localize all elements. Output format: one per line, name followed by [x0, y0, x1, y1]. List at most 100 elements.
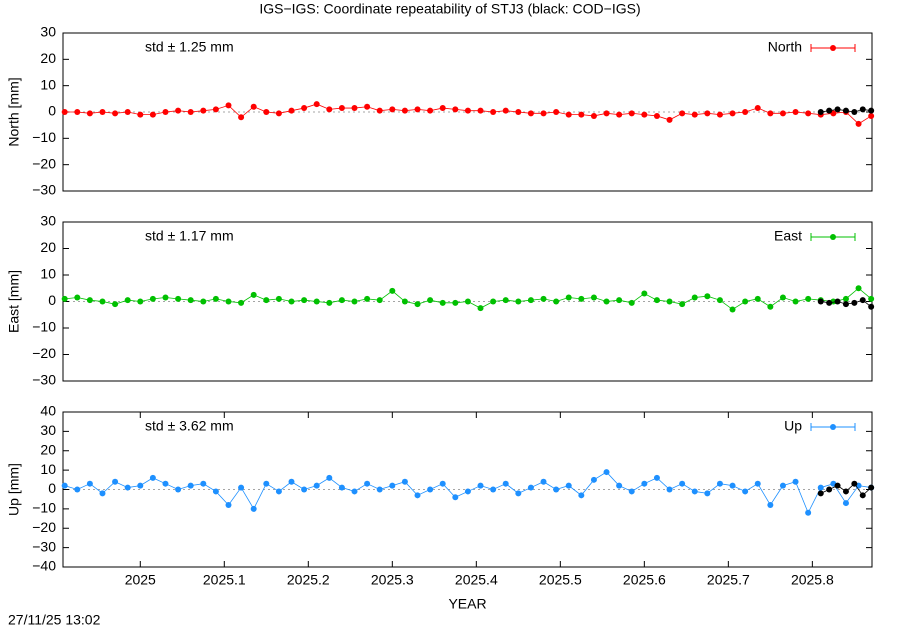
data-point — [553, 109, 560, 115]
data-point — [225, 102, 232, 109]
data-point — [477, 107, 484, 114]
data-point — [149, 295, 156, 302]
data-point — [187, 297, 194, 304]
data-point — [767, 502, 774, 508]
data-point — [326, 474, 333, 481]
data-point — [427, 107, 434, 114]
data-point — [439, 105, 446, 112]
data-point — [859, 106, 866, 113]
data-point — [691, 294, 698, 301]
data-point — [238, 484, 245, 491]
x-tick-label: 2025.7 — [707, 572, 750, 588]
data-point — [275, 295, 282, 302]
data-point — [502, 107, 509, 114]
data-point — [99, 109, 106, 115]
y-axis-label: Up [mm] — [6, 463, 22, 516]
data-point — [263, 109, 270, 115]
data-point — [826, 107, 833, 114]
data-point — [792, 298, 799, 305]
data-point — [175, 486, 182, 493]
data-point — [868, 484, 875, 491]
data-point — [868, 295, 875, 302]
data-point — [817, 109, 824, 115]
data-point — [427, 486, 434, 493]
y-tick-label: 30 — [40, 24, 56, 40]
data-point — [851, 299, 858, 306]
data-point — [603, 469, 610, 476]
y-tick-label: 30 — [40, 422, 56, 438]
data-point — [590, 112, 597, 119]
data-point — [112, 301, 119, 308]
data-point — [364, 295, 371, 302]
data-point — [175, 107, 182, 114]
data-point — [212, 106, 219, 113]
data-point — [616, 482, 623, 489]
data-point — [842, 301, 849, 308]
legend-marker — [830, 424, 836, 430]
data-point — [754, 105, 761, 112]
data-point — [137, 298, 144, 305]
data-point — [401, 298, 408, 305]
y-tick-label: −20 — [32, 155, 56, 171]
data-point — [716, 480, 723, 487]
data-point — [842, 295, 849, 302]
data-point — [628, 110, 635, 117]
data-point — [112, 478, 119, 485]
y-tick-label: −30 — [32, 538, 56, 554]
data-point — [641, 111, 648, 118]
data-point — [855, 120, 862, 127]
data-point — [842, 488, 849, 495]
data-point — [238, 114, 245, 121]
data-point — [817, 490, 824, 497]
data-point — [742, 109, 749, 115]
data-point — [527, 297, 534, 304]
data-point — [851, 480, 858, 487]
legend-label: North — [768, 39, 802, 55]
data-point — [162, 480, 169, 487]
legend-marker — [830, 45, 836, 51]
data-point — [225, 298, 232, 305]
data-point — [326, 299, 333, 306]
data-point — [565, 482, 572, 489]
data-point — [817, 298, 824, 305]
std-annotation: std ± 3.62 mm — [145, 418, 234, 434]
data-point — [859, 492, 866, 499]
data-point — [729, 110, 736, 117]
data-point — [679, 301, 686, 308]
y-tick-label: 0 — [48, 292, 56, 308]
data-point — [427, 297, 434, 304]
std-annotation: std ± 1.25 mm — [145, 39, 234, 55]
data-point — [86, 480, 93, 487]
data-point — [855, 285, 862, 292]
y-tick-label: −10 — [32, 319, 56, 335]
data-point — [376, 297, 383, 304]
data-point — [452, 106, 459, 113]
data-point — [124, 484, 131, 491]
data-point — [805, 509, 812, 516]
data-point — [641, 480, 648, 487]
data-point — [99, 298, 106, 305]
data-point — [590, 294, 597, 301]
data-point — [124, 109, 131, 115]
y-tick-label: 20 — [40, 50, 56, 66]
data-point — [301, 105, 308, 112]
data-point — [187, 109, 194, 115]
data-point — [288, 298, 295, 305]
data-point — [805, 295, 812, 302]
chart-title: IGS−IGS: Coordinate repeatability of STJ… — [259, 1, 640, 17]
data-point — [742, 298, 749, 305]
data-point — [74, 486, 81, 493]
data-point — [628, 299, 635, 306]
data-point — [578, 492, 585, 499]
series-line — [64, 103, 872, 125]
data-point — [540, 295, 547, 302]
data-point — [401, 107, 408, 114]
data-point — [162, 294, 169, 301]
data-point — [851, 109, 858, 115]
data-point — [187, 482, 194, 489]
data-point — [86, 297, 93, 304]
data-point — [754, 295, 761, 302]
data-point — [590, 476, 597, 483]
y-tick-label: 10 — [40, 266, 56, 282]
